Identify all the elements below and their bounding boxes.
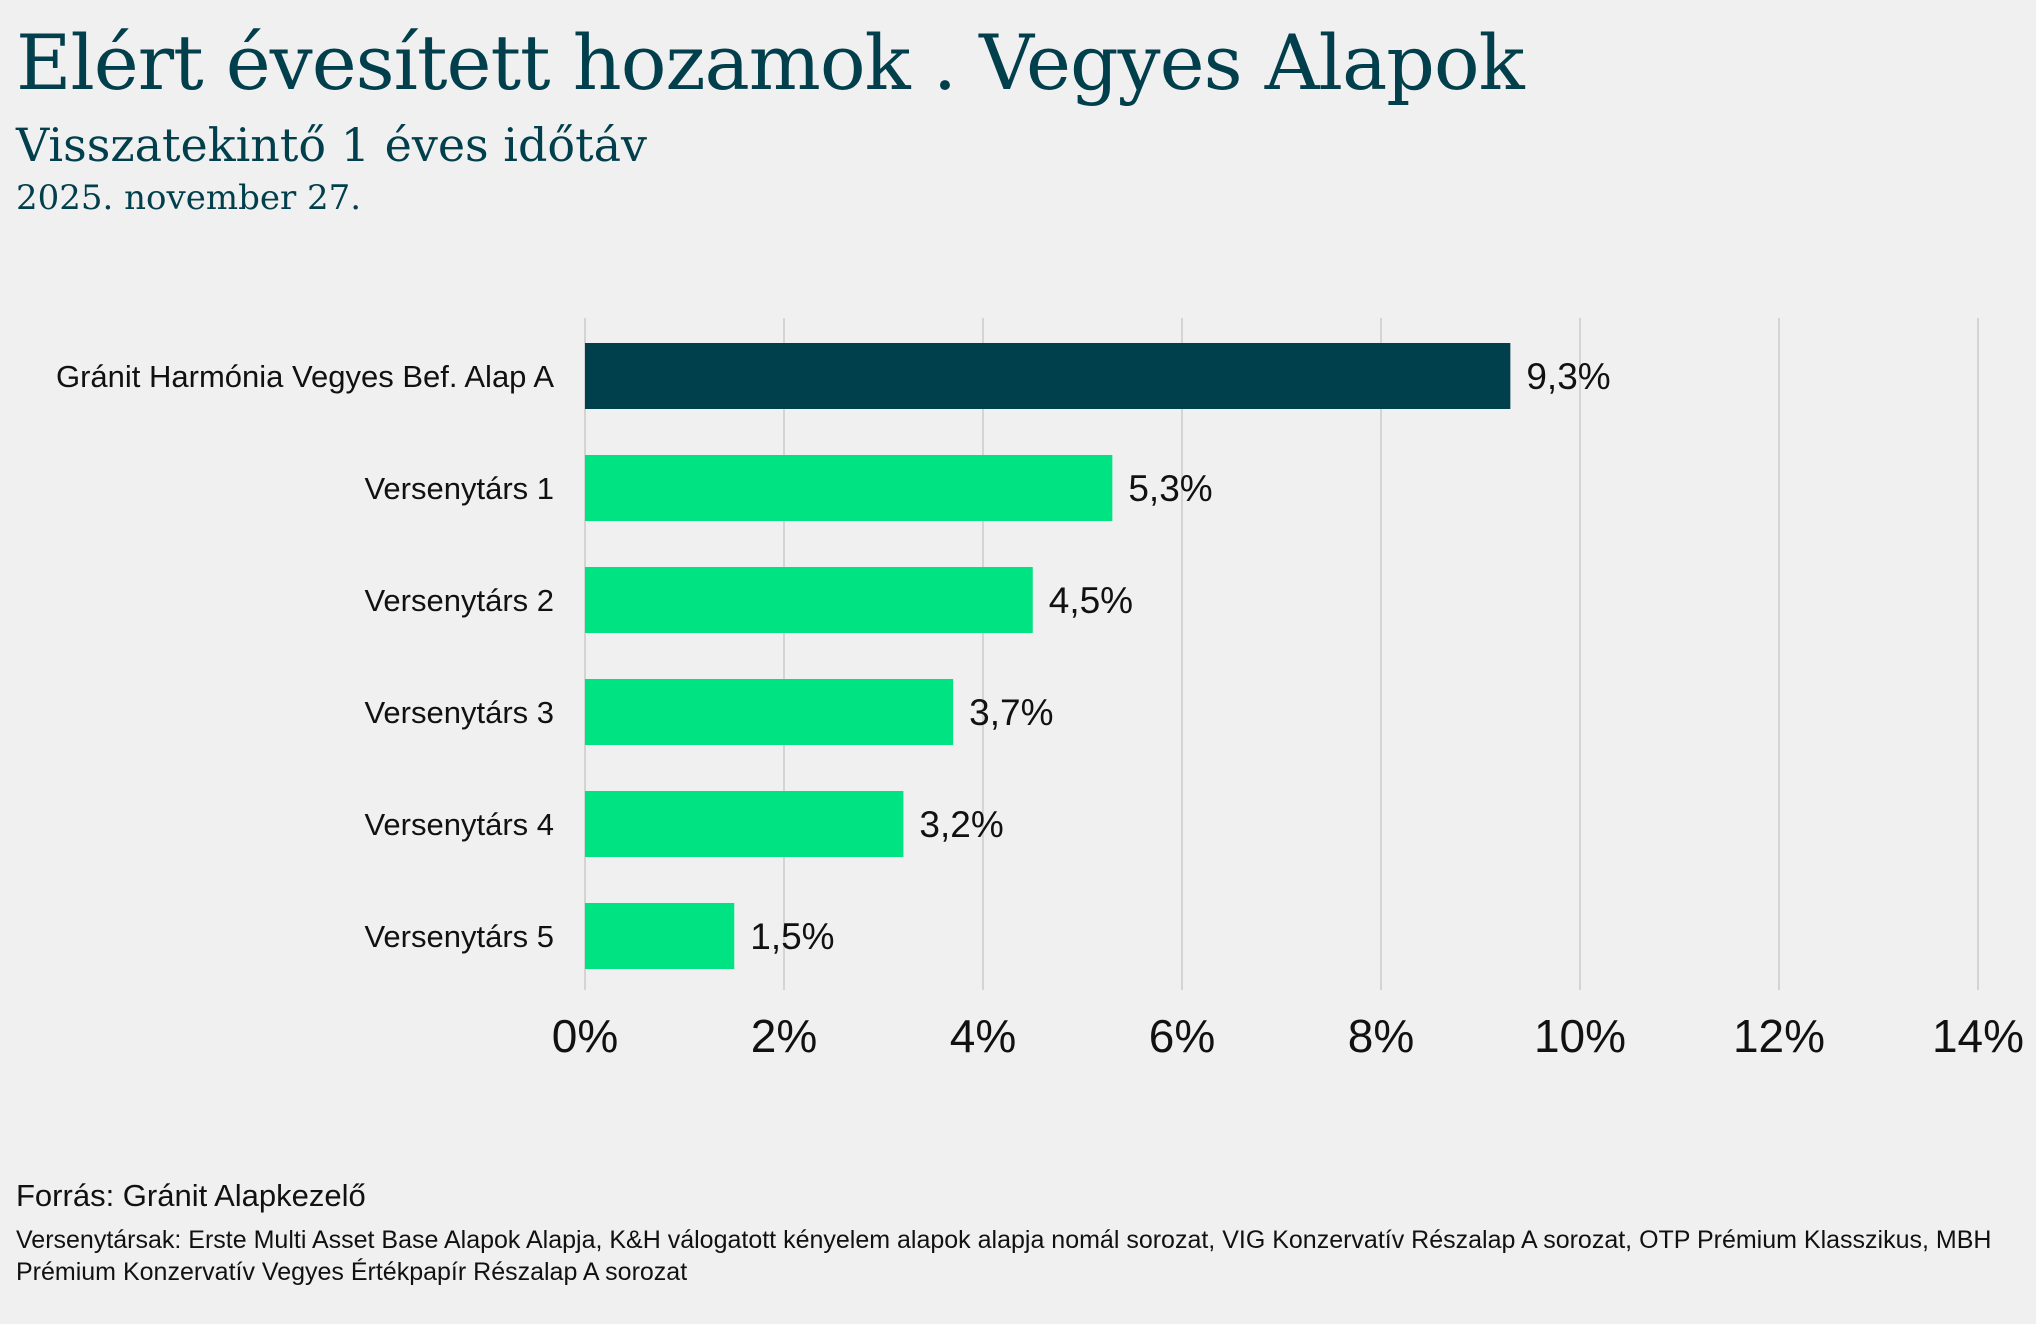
x-tick-label: 10% (1534, 1010, 1626, 1062)
chart-title: Elért évesített hozamok . Vegyes Alapok (16, 18, 1525, 107)
category-labels: Gránit Harmónia Vegyes Bef. Alap A Versen… (56, 359, 554, 954)
bar (585, 455, 1113, 521)
competitors-note: Versenytársak: Erste Multi Asset Base Al… (16, 1226, 1992, 1286)
x-tick-label: 12% (1733, 1010, 1825, 1062)
bar (585, 567, 1033, 633)
x-axis-tick-labels: 0% 2% 4% 6% 8% 10% 12% 14% (552, 1010, 2024, 1062)
bar (585, 903, 735, 969)
x-tick-label: 6% (1149, 1010, 1215, 1062)
category-label: Versenytárs 2 (364, 583, 554, 618)
bar (585, 679, 954, 745)
chart-subtitle: Visszatekintő 1 éves időtáv (16, 118, 648, 172)
x-tick-label: 4% (950, 1010, 1016, 1062)
x-tick-label: 8% (1348, 1010, 1414, 1062)
value-label: 3,7% (969, 692, 1053, 733)
x-tick-label: 0% (552, 1010, 618, 1062)
value-labels: 9,3% 5,3% 4,5% 3,7% 3,2% 1,5% (750, 356, 1610, 957)
value-label: 1,5% (750, 916, 834, 957)
value-label: 4,5% (1049, 580, 1133, 621)
bar (585, 791, 904, 857)
bar-highlighted (585, 343, 1511, 409)
category-label: Versenytárs 4 (364, 807, 554, 842)
value-label: 3,2% (919, 804, 1003, 845)
bars (585, 343, 1511, 969)
value-label: 5,3% (1128, 468, 1212, 509)
category-label: Versenytárs 1 (364, 471, 554, 506)
category-label: Versenytárs 3 (364, 695, 554, 730)
category-label: Versenytárs 5 (364, 919, 554, 954)
category-label: Gránit Harmónia Vegyes Bef. Alap A (56, 359, 554, 394)
x-tick-label: 2% (751, 1010, 817, 1062)
value-label: 9,3% (1526, 356, 1610, 397)
chart-date: 2025. november 27. (16, 178, 362, 218)
source-text: Forrás: Gránit Alapkezelő (16, 1178, 366, 1213)
x-tick-label: 14% (1932, 1010, 2024, 1062)
gridlines (584, 318, 1979, 990)
